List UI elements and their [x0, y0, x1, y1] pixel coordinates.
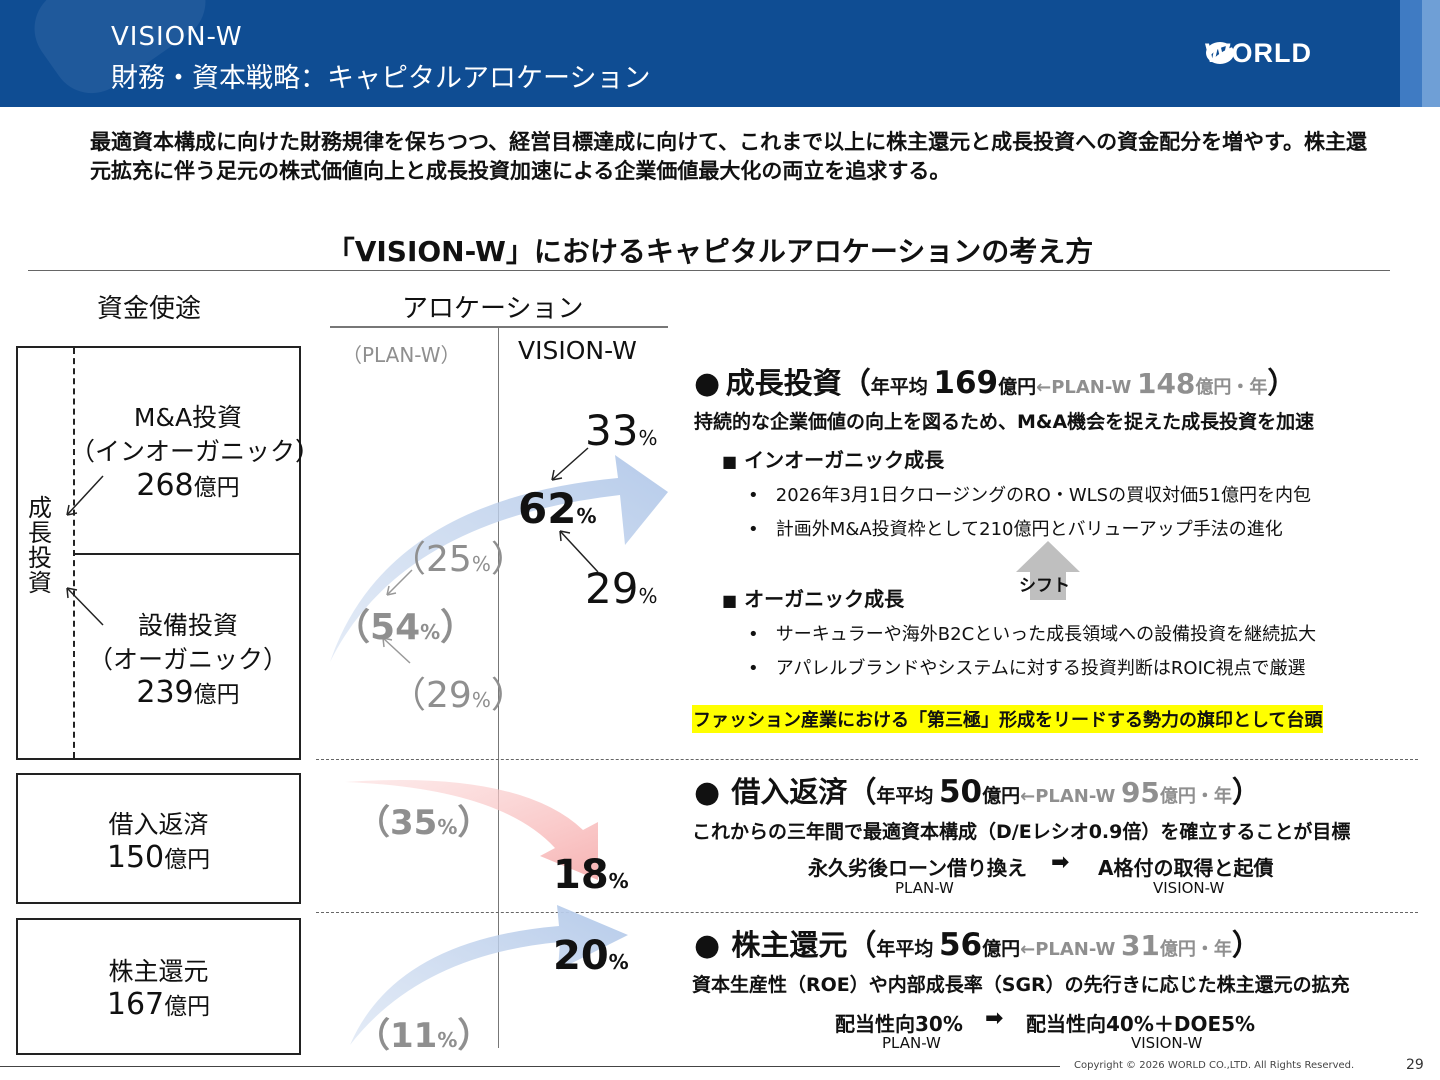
- debt-to-label: VISION-W: [1153, 879, 1225, 897]
- vision-w-column-label: VISION-W: [518, 336, 637, 365]
- world-logo: WORLD: [1205, 38, 1311, 68]
- shareholder-description: 資本生産性（ROE）や内部成長率（SGR）の先行きに応じた株主還元の拡充: [692, 974, 1350, 996]
- plan-w-column-label: （PLAN-W）: [342, 343, 461, 367]
- debt-box-unit: 億円: [164, 847, 211, 873]
- growth-shift-arrow: [330, 455, 668, 662]
- debt-to: A格付の取得と起債: [1098, 856, 1274, 880]
- plan-debt-pct: （35%）: [356, 803, 492, 843]
- inorganic-item-2: • 計画外M&A投資枠として210億円とバリューアップ手法の進化: [748, 519, 1283, 540]
- debt-arrow-icon: ➡: [1051, 850, 1070, 875]
- copyright-text: Copyright © 2026 WORLD CO.,LTD. All Righ…: [1074, 1060, 1355, 1071]
- shareholder-box-value: 167: [106, 987, 165, 1022]
- arrow-ma-to-growth: [551, 447, 589, 481]
- capex-subtitle: （オーガニック）: [87, 645, 288, 674]
- section-subtitle: 「VISION-W」におけるキャピタルアロケーションの考え方: [326, 235, 1094, 268]
- column-divider: [498, 328, 499, 1048]
- arrow-capex-to-box: [66, 587, 104, 626]
- vision-growth-pct: 62%: [518, 484, 597, 533]
- header-stripe-light: [1422, 0, 1440, 107]
- organic-item-2: • アパレルブランドやシステムに対する投資判断はROIC視点で厳選: [748, 658, 1306, 679]
- capex-value: 239: [136, 675, 194, 710]
- row-divider-2: [316, 912, 1418, 913]
- shareholder-box-unit: 億円: [164, 994, 211, 1020]
- ma-title: M&A投資: [133, 403, 243, 432]
- shareholder-heading: ● 株主還元（年平均 56億円←PLAN-W 31億円・年）: [694, 927, 1261, 963]
- capex-title: 設備投資: [137, 611, 238, 640]
- arrow-plan-ma: [386, 569, 413, 596]
- header-bar: VISION-W 財務・資本戦略：キャピタルアロケーション WORLD: [0, 0, 1440, 107]
- world-logo-text: WORLD: [1205, 37, 1312, 68]
- shareholder-arrow-icon: ➡: [985, 1006, 1004, 1031]
- growth-title: 成長投資: [725, 366, 842, 400]
- arrow-plan-capex: [382, 637, 411, 664]
- page-number: 29: [1406, 1057, 1424, 1073]
- shareholder-title: 株主還元: [731, 928, 848, 962]
- row-divider-1: [316, 759, 1418, 760]
- growth-description: 持続的な企業価値の向上を図るため、M&A機会を捉えた成長投資を加速: [694, 411, 1315, 433]
- subtitle-rule: [28, 270, 1390, 271]
- plan-growth-pct: （54%）: [334, 607, 477, 648]
- footer-rule: [0, 1066, 1060, 1067]
- plan-capex-pct: （29%）: [390, 675, 527, 716]
- debt-from: 永久劣後ローン借り換え: [808, 856, 1027, 880]
- header-title-line1: VISION-W: [111, 22, 243, 52]
- inorganic-heading: ■ インオーガニック成長: [722, 448, 945, 472]
- debt-title: 借入返済: [731, 775, 848, 809]
- debt-repayment-box: [16, 773, 301, 904]
- plan-ma-pct: （25%）: [390, 539, 527, 580]
- ma-unit: 億円: [193, 475, 240, 501]
- column-allocation-heading: アロケーション: [402, 294, 584, 324]
- vision-shareholder-pct: 20%: [553, 933, 629, 979]
- shareholder-from: 配当性向30%: [835, 1012, 963, 1036]
- header-title-line2: 財務・資本戦略：キャピタルアロケーション: [111, 63, 651, 94]
- capex-unit: 億円: [193, 682, 240, 708]
- debt-box-amount: 150億円: [16, 840, 301, 875]
- inorganic-item-1: • 2026年3月1日クロージングのRO・WLSの買収対価51億円を内包: [748, 485, 1311, 506]
- ma-value: 268: [136, 468, 194, 503]
- ma-amount: 268億円: [78, 468, 298, 503]
- organic-heading: ■ オーガニック成長: [722, 587, 905, 611]
- growth-box-inner-divider: [73, 553, 300, 555]
- shift-label: シフト: [1019, 576, 1070, 596]
- growth-highlight-banner: ファッション産業における「第三極」形成をリードする勢力の旗印として台頭: [692, 705, 1324, 733]
- growth-heading: ● 成長投資（年平均 169億円←PLAN-W 148億円・年）: [694, 365, 1297, 401]
- header-stripe: [1400, 0, 1422, 107]
- shareholder-box-title: 株主還元: [108, 957, 209, 986]
- vision-capex-pct: 29%: [585, 564, 658, 613]
- shareholder-from-label: PLAN-W: [882, 1034, 941, 1052]
- growth-investment-box: [16, 346, 301, 760]
- debt-description: これからの三年間で最適資本構成（D/Eレシオ0.9倍）を確立することが目標: [692, 821, 1351, 843]
- debt-box-value: 150: [106, 840, 165, 875]
- shift-up-arrow: [1016, 541, 1080, 600]
- ma-subtitle: （インオーガニック）: [70, 437, 321, 466]
- growth-vertical-label: 成長投資: [28, 494, 52, 597]
- vision-ma-pct: 33%: [585, 406, 658, 455]
- debt-shift-arrow: [345, 780, 598, 880]
- shareholder-return-box: [16, 918, 301, 1055]
- debt-heading: ● 借入返済（年平均 50億円←PLAN-W 95億円・年）: [694, 774, 1261, 810]
- shareholder-shift-arrow: [350, 905, 628, 1045]
- debt-from-label: PLAN-W: [895, 879, 954, 897]
- shareholder-to-label: VISION-W: [1131, 1034, 1203, 1052]
- organic-item-1: • サーキュラーや海外B2Cといった成長領域への設備投資を継続拡大: [748, 624, 1317, 645]
- debt-box-title: 借入返済: [108, 810, 209, 839]
- shareholder-to: 配当性向40%＋DOE5%: [1026, 1012, 1256, 1036]
- lead-text: 最適資本構成に向けた財務規律を保ちつつ、経営目標達成に向けて、これまで以上に株主…: [90, 130, 1368, 183]
- column-uses-heading: 資金使途: [97, 294, 202, 324]
- shareholder-box-amount: 167億円: [16, 987, 301, 1022]
- capex-amount: 239億円: [78, 675, 298, 710]
- plan-shareholder-pct: （11%）: [356, 1016, 492, 1056]
- arrow-ma-to-box: [66, 475, 104, 516]
- vision-debt-pct: 18%: [553, 852, 629, 898]
- arrow-capex-to-growth: [559, 530, 599, 573]
- allocation-heading-rule: [330, 326, 668, 328]
- world-logo-icon: [1206, 42, 1235, 64]
